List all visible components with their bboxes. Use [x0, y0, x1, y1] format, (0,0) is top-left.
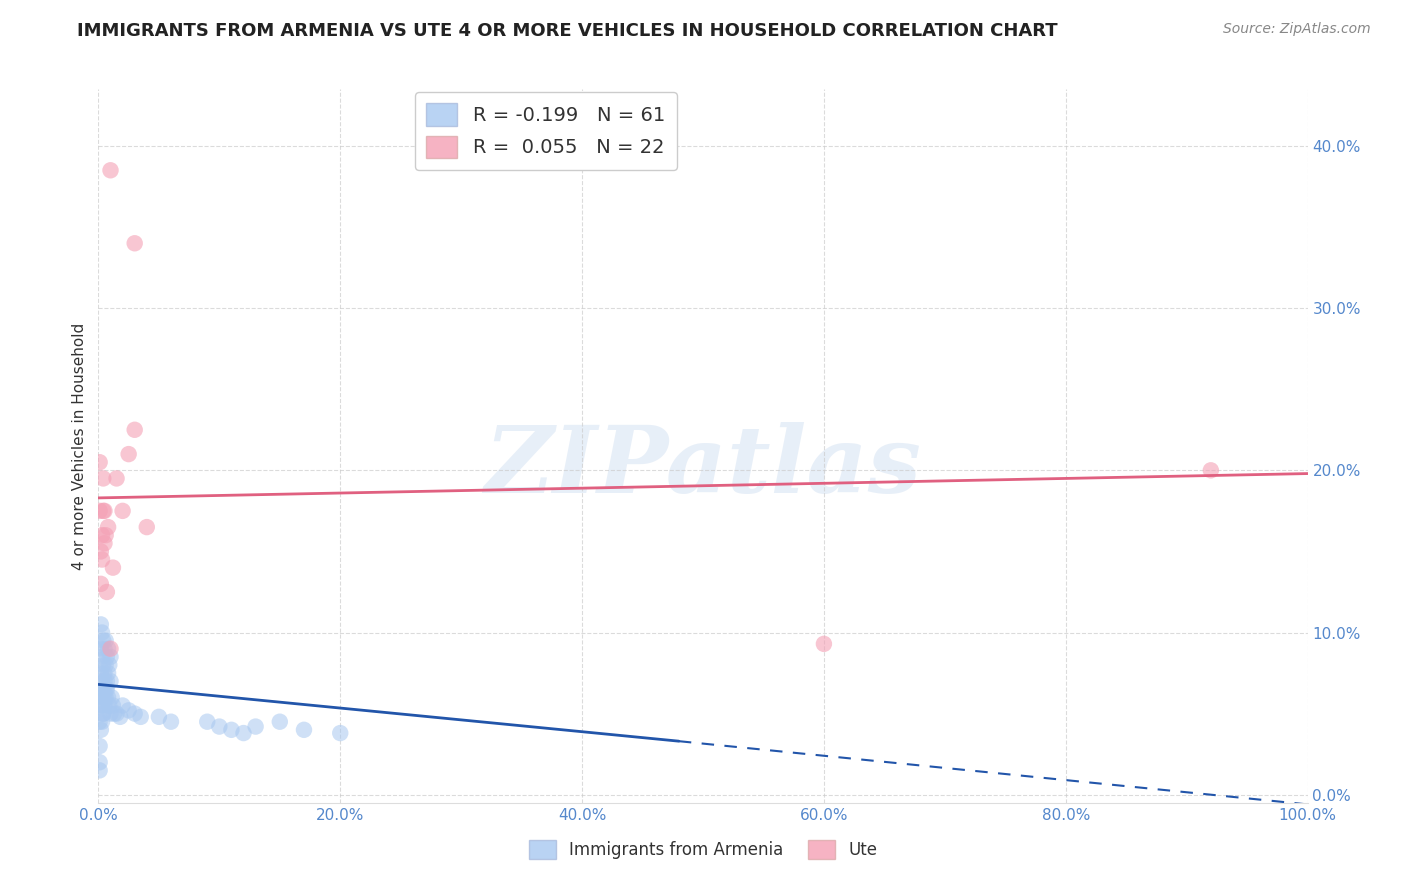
- Point: [94, 690, 117, 705]
- Point: [89, 764, 111, 778]
- Point: [91, 649, 114, 664]
- Point: [97, 520, 120, 534]
- Y-axis label: 4 or more Vehicles in Household: 4 or more Vehicles in Household: [72, 322, 87, 570]
- Point: [90, 577, 112, 591]
- Point: [100, 649, 122, 664]
- Point: [91, 682, 114, 697]
- Point: [91, 528, 114, 542]
- Point: [93, 690, 115, 705]
- Point: [93, 504, 115, 518]
- Point: [100, 163, 122, 178]
- Point: [100, 674, 122, 689]
- Text: IMMIGRANTS FROM ARMENIA VS UTE 4 OR MORE VEHICLES IN HOUSEHOLD CORRELATION CHART: IMMIGRANTS FROM ARMENIA VS UTE 4 OR MORE…: [77, 22, 1057, 40]
- Point: [97, 641, 120, 656]
- Point: [91, 674, 114, 689]
- Point: [90, 698, 112, 713]
- Point: [93, 666, 115, 681]
- Point: [221, 723, 243, 737]
- Point: [100, 706, 122, 721]
- Point: [91, 657, 114, 672]
- Point: [160, 714, 183, 729]
- Point: [97, 666, 120, 681]
- Point: [90, 641, 112, 656]
- Point: [97, 690, 120, 705]
- Text: Source: ZipAtlas.com: Source: ZipAtlas.com: [1223, 22, 1371, 37]
- Point: [98, 657, 121, 672]
- Point: [232, 726, 254, 740]
- Point: [118, 447, 141, 461]
- Point: [135, 520, 157, 534]
- Point: [129, 710, 152, 724]
- Point: [91, 625, 114, 640]
- Point: [111, 698, 134, 713]
- Point: [89, 756, 111, 770]
- Point: [93, 674, 115, 689]
- Point: [91, 690, 114, 705]
- Point: [93, 641, 115, 656]
- Point: [89, 504, 111, 518]
- Point: [94, 657, 117, 672]
- Point: [91, 633, 114, 648]
- Point: [108, 710, 131, 724]
- Legend: Immigrants from Armenia, Ute: Immigrants from Armenia, Ute: [522, 833, 884, 866]
- Point: [93, 698, 115, 713]
- Point: [111, 504, 134, 518]
- Point: [124, 236, 146, 251]
- Point: [94, 682, 117, 697]
- Point: [96, 674, 118, 689]
- Point: [90, 544, 112, 558]
- Point: [91, 706, 114, 721]
- Point: [91, 682, 114, 697]
- Point: [89, 739, 111, 753]
- Point: [91, 698, 114, 713]
- Point: [91, 706, 114, 721]
- Point: [90, 666, 112, 681]
- Point: [195, 714, 218, 729]
- Point: [118, 703, 141, 717]
- Point: [124, 423, 146, 437]
- Point: [91, 504, 114, 518]
- Point: [208, 720, 231, 734]
- Point: [90, 617, 112, 632]
- Point: [100, 641, 122, 656]
- Point: [94, 633, 117, 648]
- Point: [94, 528, 117, 542]
- Point: [91, 714, 114, 729]
- Point: [91, 552, 114, 566]
- Point: [100, 690, 122, 705]
- Point: [89, 714, 111, 729]
- Point: [105, 471, 128, 485]
- Point: [96, 682, 118, 697]
- Point: [93, 536, 115, 550]
- Point: [101, 698, 124, 713]
- Text: ZIPatlas: ZIPatlas: [485, 423, 921, 512]
- Point: [105, 706, 128, 721]
- Point: [103, 706, 125, 721]
- Point: [813, 637, 835, 651]
- Point: [124, 706, 146, 721]
- Point: [148, 710, 170, 724]
- Point: [96, 585, 118, 599]
- Point: [329, 726, 352, 740]
- Point: [90, 723, 112, 737]
- Point: [292, 723, 315, 737]
- Point: [245, 720, 267, 734]
- Point: [101, 560, 124, 574]
- Point: [89, 455, 111, 469]
- Point: [269, 714, 291, 729]
- Point: [91, 471, 114, 485]
- Point: [98, 698, 121, 713]
- Point: [90, 690, 112, 705]
- Point: [96, 649, 118, 664]
- Point: [1199, 463, 1222, 477]
